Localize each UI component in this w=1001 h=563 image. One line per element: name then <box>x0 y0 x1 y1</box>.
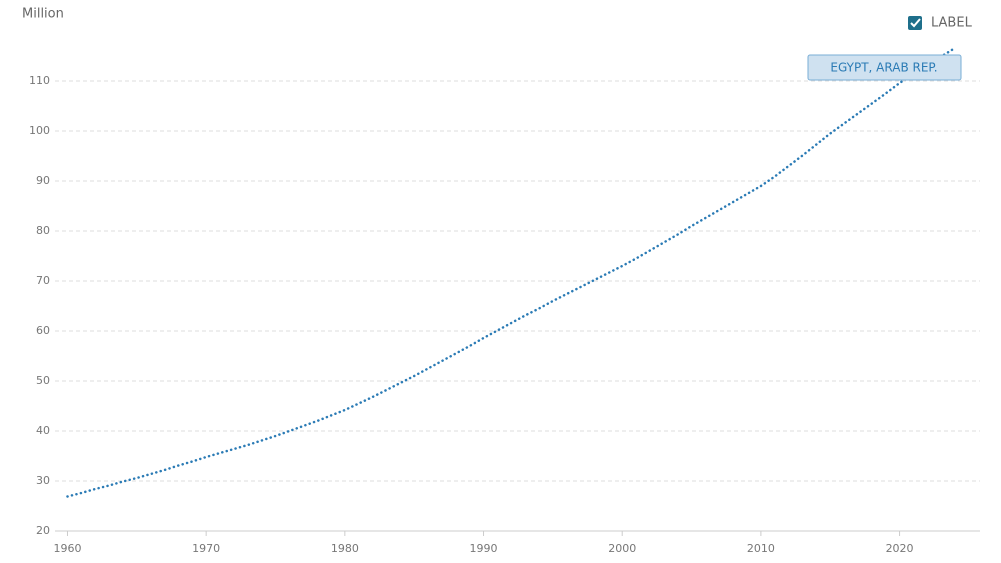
y-tick-label: 20 <box>36 524 50 537</box>
y-tick-label: 50 <box>36 374 50 387</box>
x-tick-label: 1970 <box>192 542 220 555</box>
y-tick-label: 90 <box>36 174 50 187</box>
y-tick-label: 80 <box>36 224 50 237</box>
series-label: EGYPT, ARAB REP. <box>830 61 937 75</box>
x-tick-label: 1990 <box>470 542 498 555</box>
label-toggle[interactable]: LABEL <box>908 16 973 31</box>
y-tick-label: 30 <box>36 474 50 487</box>
y-tick-label: 70 <box>36 274 50 287</box>
x-tick-label: 2000 <box>608 542 636 555</box>
x-tick-label: 2020 <box>886 542 914 555</box>
y-axis-label: Million <box>22 7 64 22</box>
series-label-box <box>807 54 962 81</box>
x-tick-label: 1960 <box>53 542 81 555</box>
series-line <box>66 46 957 498</box>
y-tick-label: 40 <box>36 424 50 437</box>
x-tick-label: 1980 <box>331 542 359 555</box>
checkmark <box>910 18 921 28</box>
y-tick-label: 60 <box>36 324 50 337</box>
y-tick-label: 110 <box>29 74 50 87</box>
checkbox[interactable] <box>908 16 922 30</box>
x-tick-label: 2010 <box>747 542 775 555</box>
y-tick-label: 100 <box>29 124 50 137</box>
label-toggle-text[interactable]: LABEL <box>931 16 973 31</box>
